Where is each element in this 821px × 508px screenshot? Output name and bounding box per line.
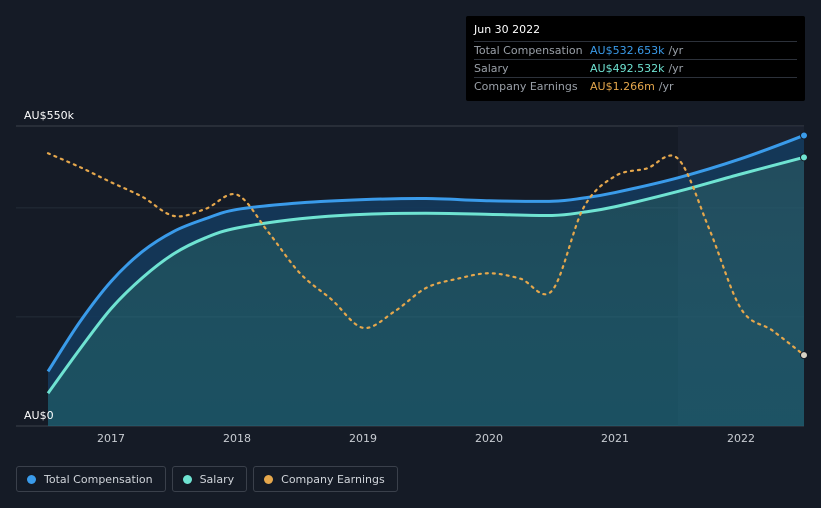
salary-line — [46, 155, 805, 395]
tooltip-unit: /yr — [658, 80, 674, 93]
salary-area — [48, 157, 804, 426]
series-layer — [46, 131, 808, 426]
tooltip-row-total-compensation: Total Compensation AU$532.653k /yr — [474, 41, 797, 59]
tooltip-date: Jun 30 2022 — [474, 23, 541, 36]
tooltip-label: Salary — [474, 62, 509, 75]
tooltip-row-salary: Salary AU$492.532k /yr — [474, 59, 797, 77]
salary-end-point — [800, 153, 808, 162]
x-tick-label: 2021 — [601, 432, 629, 445]
chart-legend: Total Compensation Salary Company Earnin… — [16, 466, 398, 492]
x-tick-label: 2019 — [349, 432, 377, 445]
legend-dot-icon — [264, 474, 274, 484]
legend-label: Company Earnings — [281, 472, 385, 486]
tooltip-unit: /yr — [668, 44, 684, 57]
y-tick-label: AU$550k — [24, 109, 75, 122]
legend-dot-icon — [182, 474, 192, 484]
x-tick-label: 2020 — [475, 432, 503, 445]
tooltip-row-company-earnings: Company Earnings AU$1.266m /yr — [474, 77, 797, 95]
legend-label: Salary — [199, 472, 235, 486]
tooltip-label: Total Compensation — [474, 44, 583, 57]
legend-label: Total Compensation — [44, 472, 153, 486]
legend-dot-icon — [27, 474, 36, 484]
legend-item-salary[interactable]: Salary — [171, 466, 248, 492]
total-compensation-band — [48, 135, 804, 394]
total-compensation-line — [46, 134, 805, 373]
tooltip-value: AU$1.266m — [590, 80, 655, 93]
tooltip-unit: /yr — [668, 62, 684, 75]
y-tick-labels: AU$550k AU$0 — [24, 109, 75, 422]
company-earnings-end-point — [800, 351, 808, 360]
total-compensation-end-point — [800, 131, 808, 140]
compensation-chart: AU$550k AU$0 2017 2018 2019 2020 2021 2022 — [16, 109, 808, 445]
tooltip-label: Company Earnings — [474, 80, 578, 93]
x-tick-labels: 2017 2018 2019 2020 2021 2022 — [97, 432, 755, 445]
x-tick-label: 2017 — [97, 432, 125, 445]
legend-item-company-earnings[interactable]: Company Earnings — [253, 466, 398, 492]
legend-item-total-compensation[interactable]: Total Compensation — [16, 466, 166, 492]
company-earnings-line — [46, 152, 806, 357]
tooltip-panel: Jun 30 2022 Total Compensation AU$532.65… — [466, 16, 805, 101]
x-tick-label: 2022 — [727, 432, 755, 445]
y-tick-label: AU$0 — [24, 409, 54, 422]
tooltip-value: AU$492.532k — [590, 62, 665, 75]
tooltip-value: AU$532.653k — [590, 44, 665, 57]
x-tick-label: 2018 — [223, 432, 251, 445]
